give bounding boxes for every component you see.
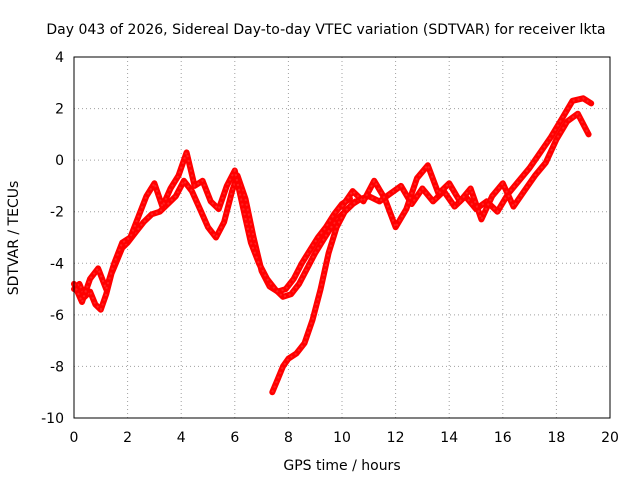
x-tick-label: 2 <box>123 430 132 446</box>
x-tick-label: 14 <box>440 430 458 446</box>
x-axis-label: GPS time / hours <box>283 458 400 474</box>
x-tick-label: 16 <box>494 430 512 446</box>
series-markers-track-c <box>271 97 592 393</box>
y-tick-label: -6 <box>50 308 64 324</box>
series-markers-track-a <box>73 172 351 312</box>
x-tick-label: 20 <box>601 430 619 446</box>
y-tick-label: 4 <box>55 50 64 66</box>
x-tick-label: 6 <box>230 430 239 446</box>
y-tick-label: 2 <box>55 102 64 118</box>
grid-lines <box>74 57 610 418</box>
x-tick-label: 18 <box>547 430 565 446</box>
x-tick-label: 12 <box>387 430 405 446</box>
x-tick-label: 8 <box>284 430 293 446</box>
x-tick-labels: 0 2 4 6 8 10 12 14 16 18 20 <box>70 430 619 446</box>
y-tick-label: -8 <box>50 359 64 375</box>
y-tick-label: -10 <box>41 411 64 427</box>
y-tick-labels: 4 2 0 -2 -4 -6 -8 -10 <box>41 50 64 427</box>
series-line-track-a <box>71 172 353 313</box>
series-group <box>71 95 595 396</box>
x-tick-label: 4 <box>177 430 186 446</box>
x-tick-label: 0 <box>70 430 79 446</box>
chart-title: Day 043 of 2026, Sidereal Day-to-day VTE… <box>46 22 605 38</box>
y-tick-label: -4 <box>50 256 64 272</box>
y-tick-label: -2 <box>50 205 64 221</box>
y-tick-label: 0 <box>55 153 64 169</box>
y-axis-label: SDTVAR / TECUs <box>6 181 22 296</box>
x-tick-label: 10 <box>333 430 351 446</box>
series-markers-track-d <box>341 112 590 230</box>
series-line-track-b <box>71 149 359 305</box>
plot-frame <box>73 56 611 419</box>
series-markers-track-b <box>73 148 357 305</box>
